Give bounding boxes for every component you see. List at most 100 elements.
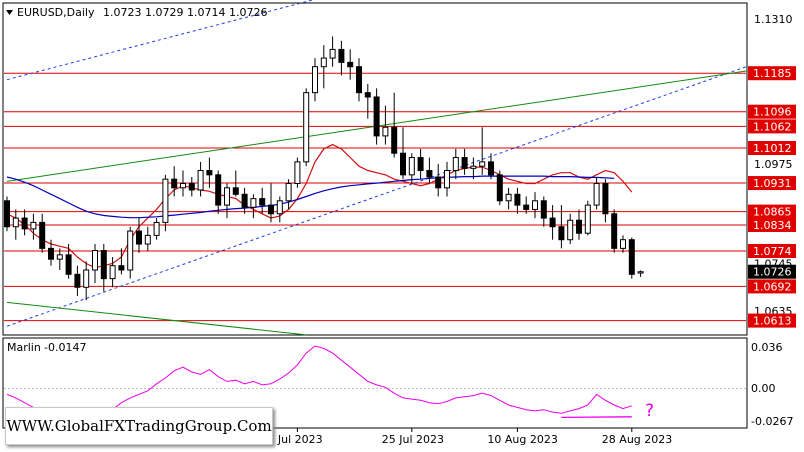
- candle-body: [162, 178, 169, 223]
- candle: [56, 248, 63, 270]
- candle-body: [30, 221, 37, 230]
- candle: [215, 170, 222, 214]
- candle-body: [215, 174, 222, 206]
- level-price-label: 1.1062: [753, 120, 792, 133]
- candle: [479, 127, 486, 175]
- candle-body: [470, 165, 477, 169]
- level-price-tag: [748, 66, 796, 81]
- candle: [224, 183, 230, 219]
- time-tick-label: 28 Aug 2023: [602, 433, 672, 446]
- channel-lower-line[interactable]: [6, 66, 747, 327]
- watermark-logo[interactable]: WWW.GlobalFXTradingGroup.Com: [5, 407, 273, 445]
- candle: [637, 270, 644, 277]
- candle: [12, 209, 19, 240]
- candle: [470, 157, 477, 180]
- slow-moving-average: [6, 175, 615, 219]
- candle-body: [408, 157, 415, 176]
- divergence-line[interactable]: [561, 416, 632, 419]
- candle-body: [250, 198, 257, 208]
- candle: [276, 196, 283, 223]
- candle: [576, 209, 582, 240]
- osc-scale-top: 0.036: [751, 341, 783, 354]
- candle-body: [461, 157, 468, 169]
- candle: [602, 179, 609, 223]
- candle: [391, 92, 398, 158]
- candle: [373, 88, 380, 145]
- candle-body: [620, 239, 626, 249]
- candle-body: [549, 217, 556, 228]
- candle-body: [496, 174, 503, 202]
- level-price-label: 1.0865: [753, 206, 792, 219]
- candle: [74, 265, 81, 296]
- candle: [48, 239, 54, 266]
- osc-scale-zero: 0.00: [751, 382, 776, 395]
- indicator-name: Marlin: [7, 341, 41, 354]
- candle: [347, 49, 354, 80]
- candle: [567, 213, 574, 245]
- current-price-label: 1.0726: [753, 266, 792, 279]
- candle: [452, 148, 459, 180]
- level-price-tag: [748, 218, 796, 233]
- candle: [21, 209, 28, 236]
- level-price-tag: [748, 104, 796, 119]
- candle: [268, 183, 274, 223]
- candle: [435, 164, 442, 197]
- candle: [144, 226, 151, 251]
- ohlc-readout: 1.0723 1.0729 1.0714 1.0726: [103, 6, 267, 19]
- candle-body: [268, 204, 274, 215]
- candle-body: [602, 182, 609, 215]
- horizontal-levels: [4, 72, 746, 322]
- candle-body: [505, 193, 512, 202]
- candle-body: [611, 213, 618, 249]
- price-tick-label: 1.0975: [754, 158, 793, 171]
- candle-body: [65, 254, 72, 275]
- candle: [92, 244, 98, 283]
- candle: [197, 161, 204, 197]
- candle-body: [188, 182, 195, 191]
- candle: [364, 84, 371, 119]
- candle: [584, 200, 591, 236]
- candle-body: [523, 204, 530, 210]
- fast-moving-average: [6, 143, 633, 269]
- candle-body: [12, 217, 19, 228]
- candle: [620, 235, 626, 253]
- candle-body: [558, 226, 565, 241]
- candle: [320, 45, 327, 89]
- support-trend-line[interactable]: [6, 301, 307, 336]
- candle-body: [417, 157, 424, 172]
- candle-body: [567, 219, 574, 241]
- candle: [382, 105, 389, 145]
- level-price-label: 1.1096: [753, 106, 792, 119]
- candle: [356, 58, 362, 102]
- candle: [549, 205, 556, 240]
- candle-body: [426, 170, 433, 178]
- candle-body: [224, 187, 230, 206]
- candle-body: [320, 57, 327, 68]
- candle-body: [127, 230, 134, 271]
- candle-body: [400, 152, 406, 176]
- candle: [30, 213, 37, 240]
- time-tick-label: 25 Jul 2023: [382, 433, 444, 446]
- level-price-tag: [748, 141, 796, 156]
- candle-body: [356, 66, 362, 94]
- candle-body: [373, 96, 380, 137]
- candle-body: [452, 157, 459, 172]
- question-annotation: ?: [645, 401, 654, 421]
- candle: [400, 127, 406, 180]
- moving-averages: [6, 143, 633, 269]
- main-panel: [2, 2, 748, 336]
- candle: [285, 179, 292, 210]
- candle-body: [444, 170, 450, 189]
- candle-body: [540, 200, 547, 219]
- candle: [232, 170, 239, 197]
- time-tick-label: 7 Jul 2023: [267, 433, 322, 446]
- channel-upper-line[interactable]: [6, 0, 438, 81]
- level-price-tag: [748, 119, 796, 134]
- candle: [338, 40, 345, 76]
- candle: [100, 244, 107, 292]
- collapse-triangle-icon[interactable]: [6, 10, 13, 15]
- candle-body: [180, 182, 186, 189]
- candle: [417, 148, 424, 180]
- candle-body: [100, 250, 107, 280]
- time-axis: 7 Jul 2023 25 Jul 2023 10 Aug 2023 28 Aug 2…: [267, 428, 672, 446]
